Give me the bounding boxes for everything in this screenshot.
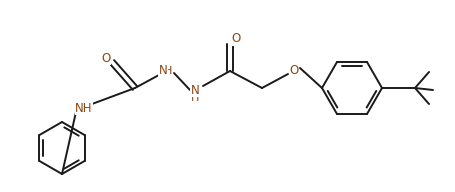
Text: H: H	[190, 93, 199, 103]
Text: N: N	[190, 84, 199, 97]
Text: O: O	[289, 65, 298, 78]
Text: O: O	[101, 51, 111, 65]
Text: NH: NH	[75, 102, 92, 114]
Text: O: O	[231, 32, 240, 46]
Text: H: H	[163, 66, 172, 76]
Text: N: N	[158, 65, 167, 78]
